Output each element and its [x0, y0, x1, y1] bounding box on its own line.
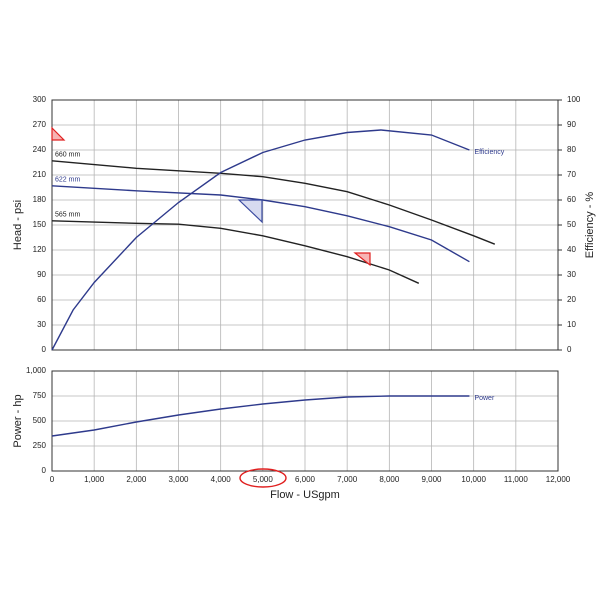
x-tick-label: 12,000: [546, 475, 571, 484]
y-tick-label: 60: [37, 295, 46, 304]
y-tick-label: 300: [33, 95, 47, 104]
red-marker: [51, 126, 66, 141]
y-tick-label: 500: [33, 416, 47, 425]
series-line: [51, 185, 470, 263]
y-tick-label: 30: [37, 320, 46, 329]
series-label: 565 mm: [55, 212, 80, 219]
series-line: [51, 395, 470, 437]
y-tick-label: 150: [33, 220, 47, 229]
y2-tick-label: 40: [567, 245, 576, 254]
highlight-ellipse: [239, 468, 287, 488]
x-tick-label: 10,000: [461, 475, 486, 484]
y-tick-label: 250: [33, 441, 47, 450]
y-tick-label: 0: [42, 345, 47, 354]
x-tick-label: 6,000: [295, 475, 316, 484]
series-label: Efficiency: [474, 149, 504, 156]
y2-tick-label: 60: [567, 195, 576, 204]
y2-tick-label: 0: [567, 345, 572, 354]
y-tick-label: 210: [33, 170, 47, 179]
x-tick-label: 8,000: [379, 475, 400, 484]
x-axis-label: Flow - USgpm: [270, 489, 340, 501]
red-marker: [353, 252, 371, 267]
markers: [51, 126, 371, 488]
y-tick-label: 1,000: [26, 366, 47, 375]
series-label: 622 mm: [55, 177, 80, 184]
series-label: Power: [474, 395, 495, 402]
x-tick-label: 1,000: [84, 475, 105, 484]
plot-frame: [51, 370, 559, 472]
y2-tick-label: 70: [567, 170, 576, 179]
series-line: [51, 129, 470, 351]
y-tick-label: 0: [42, 466, 47, 475]
plots: 0 30 60 90 120 150 180 210 240 270 300 0 10 20 30 40 50 6…: [12, 95, 596, 501]
blue-marker: [237, 199, 263, 224]
x-tick-label: 5,000: [253, 475, 274, 484]
y2-axis-label: Efficiency - %: [584, 192, 596, 259]
x-tick-label: 4,000: [211, 475, 232, 484]
plot-frame: [51, 99, 559, 351]
series-label: 660 mm: [55, 152, 80, 159]
y2-tick-label: 90: [567, 120, 576, 129]
y2-tick-label: 30: [567, 270, 576, 279]
y-tick-label: 240: [33, 145, 47, 154]
y-tick-label: 120: [33, 245, 47, 254]
x-tick-label: 2,000: [126, 475, 147, 484]
y2-tick-label: 80: [567, 145, 576, 154]
y-axis-label: Head - psi: [12, 200, 24, 250]
y-tick-label: 750: [33, 391, 47, 400]
y2-tick-label: 20: [567, 295, 576, 304]
y2-tick-label: 10: [567, 320, 576, 329]
y-tick-label: 180: [33, 195, 47, 204]
y-axis-label: Power - hp: [12, 394, 24, 447]
x-tick-label: 9,000: [421, 475, 442, 484]
y-tick-label: 90: [37, 270, 46, 279]
x-tick-label: 3,000: [168, 475, 189, 484]
x-tick-label: 7,000: [337, 475, 358, 484]
series-line: [51, 220, 420, 284]
x-tick-label: 0: [50, 475, 55, 484]
y-tick-label: 270: [33, 120, 47, 129]
y2-tick-label: 100: [567, 95, 581, 104]
y2-tick-label: 50: [567, 220, 576, 229]
series-line: [51, 160, 496, 245]
x-tick-label: 11,000: [504, 475, 528, 484]
